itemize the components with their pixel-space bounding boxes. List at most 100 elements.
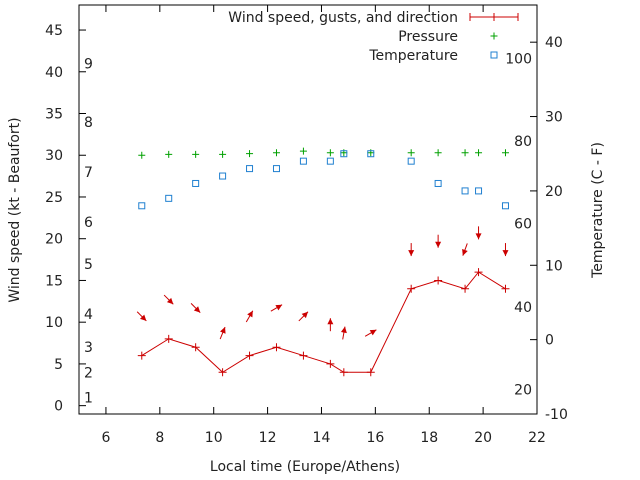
y-tick-label: 35 — [45, 107, 63, 123]
pressure-point — [434, 149, 442, 157]
y2-tick-label: 10 — [545, 258, 563, 274]
wind-arrow-head — [435, 241, 442, 248]
temperature-point — [407, 157, 415, 165]
wind-arrow-head — [193, 306, 201, 313]
y2-axis-title: Temperature (C - F) — [590, 142, 606, 279]
wind-point — [434, 276, 443, 285]
fahrenheit-label: 20 — [514, 382, 532, 398]
temperature-point — [219, 172, 227, 180]
wind-point — [299, 351, 308, 360]
legend-swatch-wind-marker — [490, 13, 498, 21]
y-tick-label: 15 — [45, 273, 63, 289]
x-tick-label: 10 — [205, 430, 223, 446]
beaufort-label: 2 — [84, 365, 93, 381]
wind-direction-arrow — [327, 318, 334, 332]
pressure-point — [219, 150, 227, 158]
x-tick-label: 12 — [259, 430, 277, 446]
legend-label-pressure: Pressure — [398, 29, 458, 45]
wind-direction-arrow — [190, 303, 201, 313]
pressure-point — [272, 149, 280, 157]
wind-point — [461, 284, 470, 293]
pressure-point — [299, 147, 307, 155]
wind-direction-arrow — [502, 243, 509, 257]
pressure-series — [138, 147, 509, 159]
axis-tick-labels: 6 8 10 12 14 16 18 20 22051015202530354045-10010… — [45, 23, 568, 446]
wind-point — [474, 268, 483, 277]
plot-area — [78, 4, 538, 415]
temperature-point — [272, 165, 280, 173]
x-tick-label: 20 — [474, 430, 492, 446]
temperature-point — [165, 194, 173, 202]
temperature-point — [434, 179, 442, 187]
wind-arrow-head — [369, 329, 377, 336]
fahrenheit-label: 100 — [505, 52, 532, 68]
temperature-point — [475, 187, 483, 195]
y-tick-label: 40 — [45, 65, 63, 81]
wind-direction-arrow — [298, 311, 309, 322]
wind-point — [164, 334, 173, 343]
wind-arrow-head — [475, 233, 482, 240]
beaufort-label: 8 — [84, 115, 93, 131]
wind-arrow-head — [462, 249, 468, 256]
wind-point — [501, 284, 510, 293]
x-tick-label: 22 — [528, 430, 546, 446]
wind-point — [191, 343, 200, 352]
y-tick-label: 20 — [45, 232, 63, 248]
wind-point — [137, 351, 146, 360]
wind-arrow-head — [327, 318, 334, 325]
wind-arrow-head — [408, 250, 415, 257]
temperature-point — [299, 157, 307, 165]
x-axis-title: Local time (Europe/Athens) — [210, 459, 400, 475]
beaufort-label: 4 — [84, 307, 93, 323]
temperature-point — [326, 157, 334, 165]
wind-direction-arrow — [364, 329, 377, 337]
pressure-point — [138, 151, 146, 159]
legend-label-temperature: Temperature — [368, 48, 458, 64]
x-tick-label: 6 — [101, 430, 110, 446]
beaufort-label: 6 — [84, 215, 93, 231]
wind-direction-arrow — [435, 234, 442, 248]
legend: Wind speed, gusts, and direction Pressure… — [228, 10, 519, 64]
y-tick-label: 30 — [45, 148, 63, 164]
pressure-point — [461, 149, 469, 157]
wind-arrow-head — [247, 310, 253, 318]
x-tick-label: 14 — [313, 430, 331, 446]
wind-point — [218, 368, 227, 377]
wind-arrow-head — [301, 311, 309, 319]
temperature-point — [461, 187, 469, 195]
temperature-point — [367, 150, 375, 158]
fahrenheit-label: 80 — [514, 134, 532, 150]
temperature-point — [192, 179, 200, 187]
wind-point — [272, 343, 281, 352]
series-layer — [136, 147, 510, 377]
beaufort-label: 3 — [84, 340, 93, 356]
wind-direction-arrow — [163, 294, 174, 305]
y-tick-label: 25 — [45, 190, 63, 206]
x-tick-label: 16 — [366, 430, 384, 446]
pressure-point — [246, 150, 254, 158]
x-tick-label: 18 — [420, 430, 438, 446]
temperature-point — [340, 150, 348, 158]
wind-direction-arrow — [270, 304, 283, 312]
y-tick-label: 10 — [45, 315, 63, 331]
beaufort-label: 1 — [84, 390, 93, 406]
y2-tick-label: -10 — [545, 407, 568, 423]
legend-swatch-pressure — [490, 32, 498, 40]
wind-arrow-head — [220, 327, 226, 334]
wind-direction-arrow — [219, 326, 226, 340]
wind-point — [339, 368, 348, 377]
y-axis-title: Wind speed (kt - Beaufort) — [7, 117, 23, 302]
wind-series — [136, 226, 510, 377]
wind-point — [245, 351, 254, 360]
pressure-point — [165, 150, 173, 158]
wind-direction-arrow — [245, 310, 254, 323]
legend-swatch-temperature — [490, 51, 498, 59]
y-tick-label: 0 — [54, 399, 63, 415]
wind-arrow-head — [140, 314, 147, 321]
wind-direction-arrow — [462, 243, 468, 256]
temperature-point — [501, 202, 509, 210]
y2-tick-label: 20 — [545, 184, 563, 200]
temperature-point — [246, 165, 254, 173]
wind-arrow-head — [166, 297, 174, 305]
